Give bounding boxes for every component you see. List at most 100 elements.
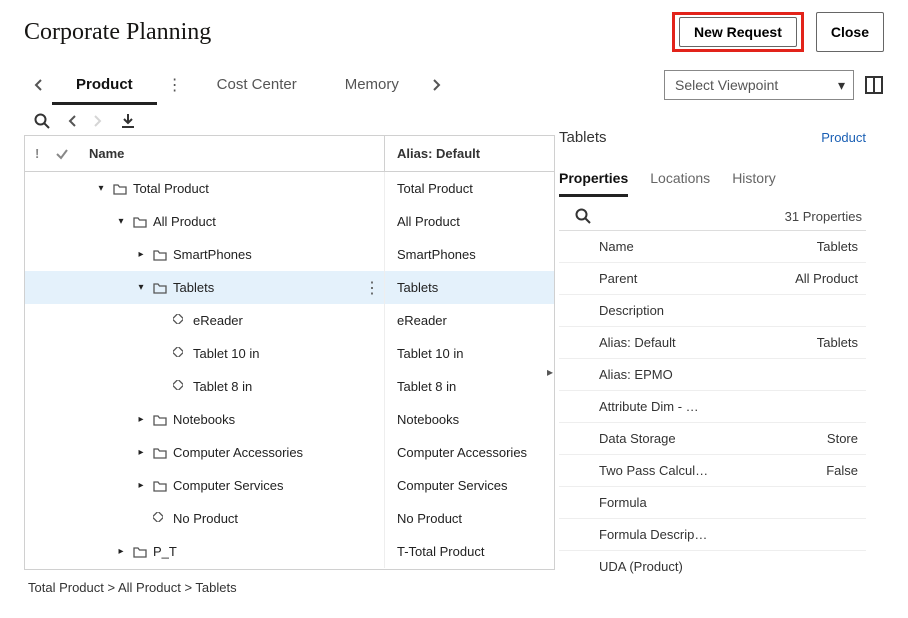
property-row[interactable]: Formula [559, 486, 866, 518]
tab-product[interactable]: Product [52, 66, 157, 103]
tree-row[interactable]: Tablet 8 in Tablet 8 in [25, 370, 554, 403]
page-title: Corporate Planning [24, 19, 211, 46]
tree-node-label: Computer Services [173, 478, 284, 493]
tree-node-alias: eReader [384, 304, 554, 337]
tree-row[interactable]: ▾Total ProductTotal Product [25, 172, 554, 205]
folder-icon [133, 215, 147, 229]
tree-node-label: Computer Accessories [173, 445, 303, 460]
expander-icon[interactable]: ▸ [115, 546, 127, 557]
property-value: Tablets [817, 239, 858, 254]
tree-node-label: All Product [153, 214, 216, 229]
property-key: Alias: Default [599, 335, 676, 350]
tree-node-alias: Tablet 8 in [384, 370, 554, 403]
nav-prev-icon[interactable] [68, 115, 76, 127]
expander-icon[interactable]: ▾ [115, 216, 127, 227]
name-column-header[interactable]: Name [85, 146, 384, 161]
tree-node-alias: Notebooks [384, 403, 554, 436]
viewpoint-select[interactable]: Select Viewpoint [664, 70, 854, 100]
property-key: Description [599, 303, 664, 318]
alias-column-header[interactable]: Alias: Default [384, 136, 554, 171]
property-row[interactable]: Description [559, 294, 866, 326]
sub-tab-history[interactable]: History [732, 170, 776, 197]
download-icon[interactable] [120, 113, 136, 129]
tree-row[interactable]: eReader eReader [25, 304, 554, 337]
tree-row[interactable]: ▾Tablets⋮Tablets [25, 271, 554, 304]
tree-row[interactable]: No ProductNo Product [25, 502, 554, 535]
nav-next-icon[interactable] [94, 115, 102, 127]
splitter-handle-icon[interactable]: ▸ [547, 365, 553, 379]
property-row[interactable]: Alias: EPMO [559, 358, 866, 390]
property-key: Alias: EPMO [599, 367, 673, 382]
breadcrumb: Total Product > All Product > Tablets [24, 570, 555, 595]
tree-row[interactable]: ▸ SmartPhones SmartPhones [25, 238, 554, 271]
tree-row[interactable]: ▸P_TT-Total Product [25, 535, 554, 568]
highlight-new-request: New Request [672, 12, 804, 52]
properties-search-icon[interactable] [575, 208, 591, 224]
expander-icon[interactable]: ▸ [135, 249, 147, 260]
property-row[interactable]: Two Pass Calcul… False [559, 454, 866, 486]
close-button[interactable]: Close [816, 12, 884, 52]
tabs-next-icon[interactable] [423, 73, 451, 97]
folder-icon [133, 545, 147, 559]
row-actions-icon[interactable]: ⋮ [360, 278, 384, 298]
tree-row[interactable]: ▸Computer AccessoriesComputer Accessorie… [25, 436, 554, 469]
tree-node-alias: Tablet 10 in [384, 337, 554, 370]
tree-node-label: SmartPhones [173, 247, 252, 262]
property-key: Formula Descrip… [599, 527, 707, 542]
tree-node-label: No Product [173, 511, 238, 526]
details-title: Tablets [559, 129, 607, 146]
tree-node-label: Tablet 8 in [193, 379, 252, 394]
status-column-header: ! [25, 146, 55, 161]
tree-header: ! Name Alias: Default [25, 136, 554, 172]
tree-node-label: Total Product [133, 181, 209, 196]
sub-tab-properties[interactable]: Properties [559, 170, 628, 197]
search-icon[interactable] [34, 113, 50, 129]
tree-row[interactable]: Tablet 10 in Tablet 10 in [25, 337, 554, 370]
property-row[interactable]: Attribute Dim - … [559, 390, 866, 422]
property-row[interactable]: Formula Descrip… [559, 518, 866, 550]
expander-icon[interactable]: ▾ [95, 183, 107, 194]
tree-node-label: Tablet 10 in [193, 346, 260, 361]
property-key: Two Pass Calcul… [599, 463, 708, 478]
leaf-icon [153, 512, 167, 526]
expander-icon[interactable]: ▸ [135, 447, 147, 458]
tabs-prev-icon[interactable] [24, 73, 52, 97]
property-value: Tablets [817, 335, 858, 350]
tree-node-alias: Tablets [384, 271, 554, 304]
tab-memory[interactable]: Memory [321, 66, 423, 103]
tree-node-label: Tablets [173, 280, 214, 295]
expander-icon[interactable]: ▸ [135, 480, 147, 491]
property-key: Data Storage [599, 431, 676, 446]
property-value: Store [827, 431, 858, 446]
folder-icon [153, 413, 167, 427]
property-key: Parent [599, 271, 637, 286]
new-request-button[interactable]: New Request [679, 17, 797, 47]
expander-icon[interactable]: ▸ [135, 414, 147, 425]
tree-node-label: Notebooks [173, 412, 235, 427]
sub-tab-locations[interactable]: Locations [650, 170, 710, 197]
property-row[interactable]: Alias: Default Tablets [559, 326, 866, 358]
folder-icon [153, 248, 167, 262]
property-row[interactable]: Data Storage Store [559, 422, 866, 454]
tree-node-label: P_T [153, 544, 177, 559]
folder-icon [153, 479, 167, 493]
tree-node-alias: SmartPhones [384, 238, 554, 271]
expander-icon[interactable]: ▾ [135, 282, 147, 293]
property-value: All Product [795, 271, 858, 286]
property-row[interactable]: Parent All Product [559, 262, 866, 294]
tree-row[interactable]: ▸Computer ServicesComputer Services [25, 469, 554, 502]
tree-row[interactable]: ▾All ProductAll Product [25, 205, 554, 238]
layout-columns-icon[interactable] [864, 75, 884, 95]
tree-row[interactable]: ▸ Notebooks Notebooks [25, 403, 554, 436]
tab-actions-icon[interactable]: ⋮ [157, 75, 193, 95]
tree-node-label: eReader [193, 313, 243, 328]
property-key: UDA (Product) [599, 559, 683, 574]
property-value: False [826, 463, 858, 478]
check-column-header [55, 147, 85, 161]
property-row[interactable]: NameTablets [559, 230, 866, 262]
folder-icon [113, 182, 127, 196]
tab-cost-center[interactable]: Cost Center [193, 66, 321, 103]
folder-icon [153, 446, 167, 460]
details-dimension-link[interactable]: Product [821, 130, 866, 145]
property-row[interactable]: UDA (Product) [559, 550, 866, 582]
